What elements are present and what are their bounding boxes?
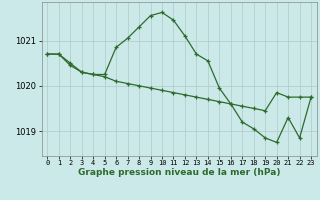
X-axis label: Graphe pression niveau de la mer (hPa): Graphe pression niveau de la mer (hPa): [78, 168, 280, 177]
